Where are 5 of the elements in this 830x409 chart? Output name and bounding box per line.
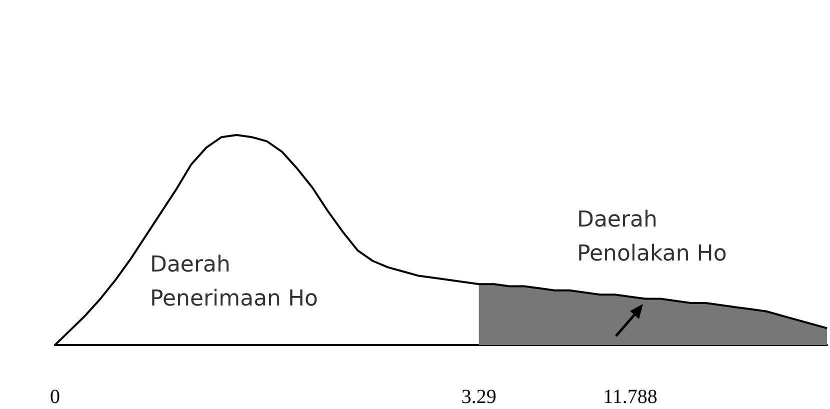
x-tick-label: 3.29 <box>461 386 496 408</box>
annotation: Daerah Penolakan Ho <box>577 208 727 266</box>
annotation: Daerah Penerimaan Ho <box>150 252 318 312</box>
x-tick-label: 0 <box>50 386 60 408</box>
x-tick-label: 11.788 <box>603 386 658 408</box>
